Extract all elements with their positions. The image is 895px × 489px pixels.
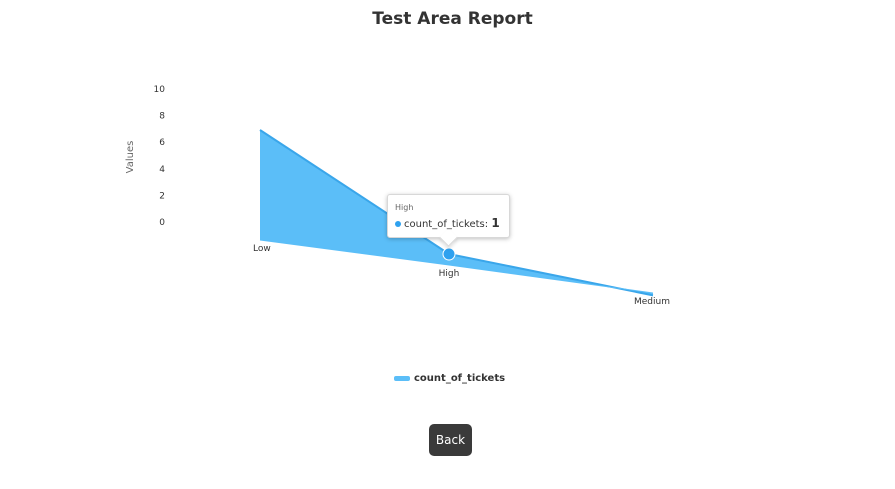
y-axis-label: Values bbox=[125, 141, 136, 174]
tooltip-series-name: count_of_tickets bbox=[404, 219, 485, 230]
tooltip-separator: : bbox=[484, 219, 489, 230]
y-tick-label: 10 bbox=[154, 85, 166, 95]
y-tick-label: 8 bbox=[159, 112, 165, 122]
tooltip-series-dot bbox=[395, 221, 401, 227]
y-axis-ticks: 0 2 4 6 8 10 bbox=[154, 85, 166, 228]
chart-legend[interactable]: count_of_tickets bbox=[394, 368, 505, 384]
data-point-high[interactable] bbox=[442, 247, 456, 261]
legend-label: count_of_tickets bbox=[414, 373, 506, 384]
y-tick-label: 6 bbox=[159, 138, 165, 148]
area-series-baseline bbox=[259, 239, 654, 294]
x-tick-label: Medium bbox=[634, 297, 670, 307]
y-tick-label: 0 bbox=[159, 218, 165, 228]
x-tick-label: Low bbox=[253, 244, 271, 254]
tooltip-value: 1 bbox=[491, 216, 500, 230]
x-axis-ticks: Low High Medium bbox=[253, 244, 670, 307]
tooltip-row: count_of_tickets: 1 bbox=[395, 216, 500, 230]
tooltip-category: High bbox=[395, 203, 414, 212]
chart-tooltip: High count_of_tickets: 1 bbox=[387, 194, 510, 238]
y-tick-label: 2 bbox=[159, 191, 165, 201]
data-points bbox=[442, 247, 456, 261]
legend-swatch bbox=[394, 376, 410, 381]
area-series-count-of-tickets bbox=[260, 130, 653, 296]
page-title: Test Area Report bbox=[372, 9, 533, 29]
x-tick-label: High bbox=[439, 269, 460, 279]
back-button[interactable]: Back bbox=[429, 424, 472, 456]
y-tick-label: 4 bbox=[159, 165, 165, 175]
